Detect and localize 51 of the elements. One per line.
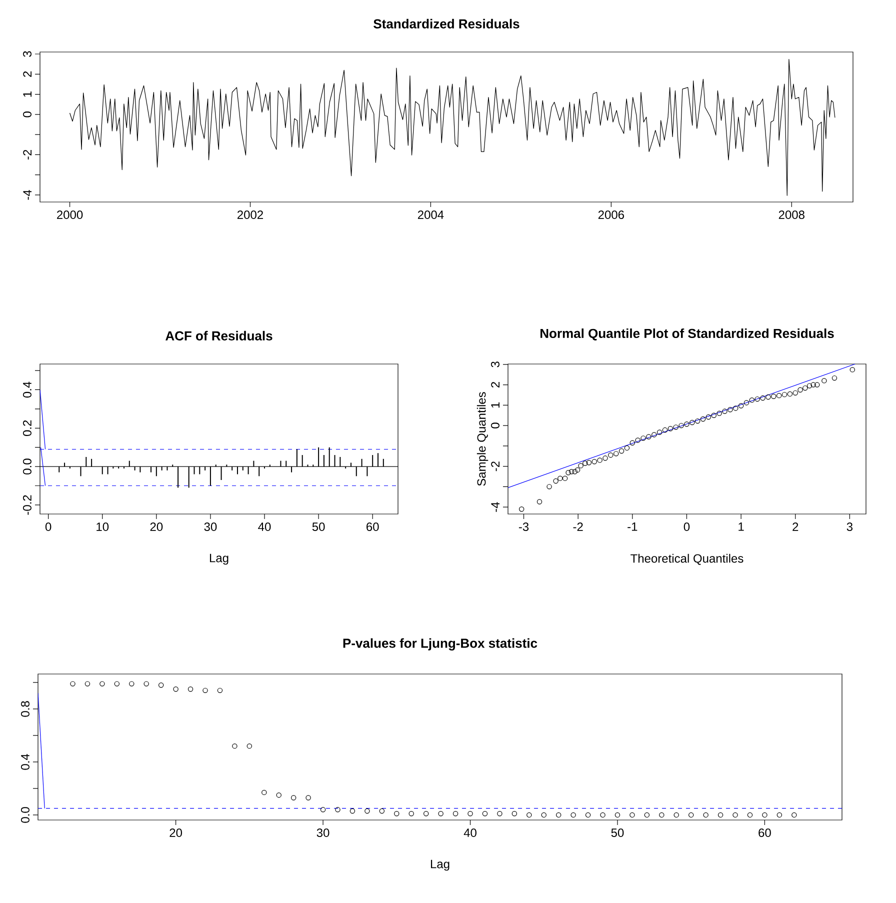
x-tick-label: 3	[846, 522, 853, 532]
x-tick-label: 10	[96, 522, 109, 532]
x-tick-label: 2	[792, 522, 798, 531]
y-tick-label: 1	[23, 92, 32, 97]
y-tick-label: 0	[23, 112, 32, 118]
x-tick-label: 60	[758, 828, 771, 838]
x-axis-title: Lag	[430, 860, 450, 871]
x-axis-title: Lag	[210, 554, 228, 565]
chart-title: Standardized Residuals	[374, 18, 520, 28]
x-tick-label: 40	[464, 828, 476, 838]
y-tick-label: 2	[23, 71, 32, 77]
x-tick-label: 2000	[57, 210, 83, 220]
chart-title: P-values for Ljung-Box statistic	[343, 638, 538, 650]
x-tick-label: 50	[611, 828, 624, 838]
y-tick-label: -4	[23, 190, 32, 200]
x-tick-label: 20	[170, 828, 182, 838]
y-tick-label: 3	[490, 362, 500, 368]
y-tick-label: 0.0	[22, 458, 32, 474]
chart-title: ACF of Residuals	[166, 330, 272, 340]
x-tick-label: 2004	[418, 210, 444, 220]
x-tick-label: 0	[45, 522, 52, 532]
y-tick-label: 1	[491, 402, 500, 408]
x-tick-label: -3	[518, 522, 529, 532]
x-tick-label: 20	[150, 522, 163, 532]
y-tick-label: 3	[23, 51, 32, 57]
x-tick-label: 0	[684, 522, 690, 532]
x-tick-label: 1	[738, 522, 744, 531]
x-tick-label: 50	[312, 522, 325, 532]
y-tick-label: 0.0	[20, 807, 30, 823]
y-tick-label: 0.2	[22, 420, 32, 436]
x-tick-label: 30	[204, 522, 217, 532]
y-tick-label: 0.4	[22, 382, 32, 398]
x-tick-label: 60	[366, 522, 379, 532]
y-tick-label: -2	[23, 150, 32, 160]
x-tick-label: -1	[628, 522, 638, 531]
y-tick-label: -4	[491, 502, 500, 512]
y-tick-label: 2	[491, 382, 500, 388]
y-tick-label: 0.4	[20, 754, 30, 770]
x-axis-title: Theoretical Quantiles	[630, 554, 744, 565]
y-axis-title: Sample Quantiles	[476, 392, 488, 486]
x-tick-label: 40	[258, 522, 271, 532]
x-tick-label: 2006	[598, 210, 624, 220]
y-tick-label: -2	[491, 462, 500, 472]
y-tick-label: 0	[490, 422, 500, 428]
x-tick-label: 2008	[778, 210, 804, 220]
y-tick-label: -0.2	[22, 495, 32, 515]
x-tick-label: 2002	[237, 210, 263, 220]
chart-title: Normal Quantile Plot of Standardized Residuals	[540, 328, 834, 340]
x-tick-label: 30	[316, 828, 330, 838]
x-tick-label: -2	[573, 522, 583, 531]
y-tick-label: 0.8	[20, 701, 30, 717]
